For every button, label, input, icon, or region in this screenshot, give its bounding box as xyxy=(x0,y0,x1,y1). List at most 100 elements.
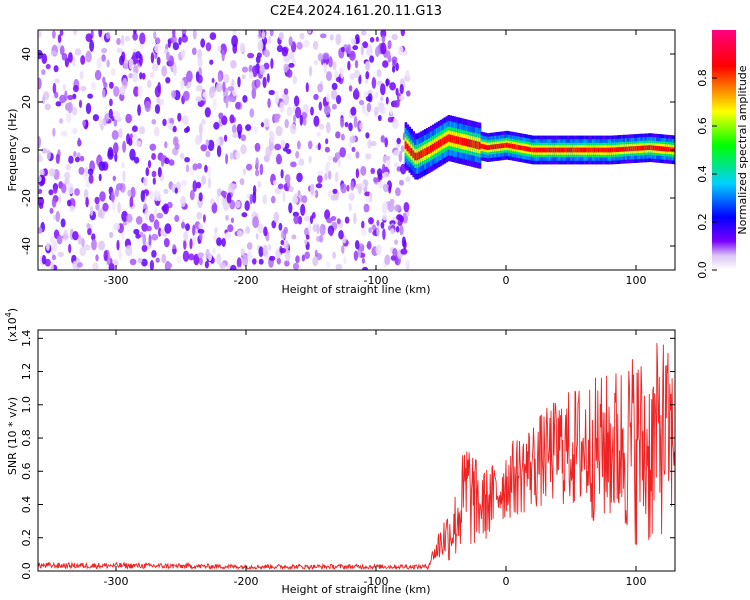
noise-blob xyxy=(242,254,249,267)
noise-blob xyxy=(154,207,158,216)
signal-cell xyxy=(486,145,490,150)
noise-blob xyxy=(216,253,222,265)
noise-blob xyxy=(299,114,303,126)
noise-blob xyxy=(200,38,206,48)
noise-blob xyxy=(164,157,170,165)
noise-blob xyxy=(91,233,96,241)
signal-cell xyxy=(430,145,433,153)
noise-blob xyxy=(126,213,133,223)
noise-blob xyxy=(312,256,319,267)
noise-blob xyxy=(153,191,157,198)
noise-blob xyxy=(102,76,106,84)
noise-blob xyxy=(192,224,196,236)
noise-blob xyxy=(83,172,90,181)
noise-blob xyxy=(334,152,341,160)
noise-blob xyxy=(303,39,310,48)
noise-blob xyxy=(248,71,254,80)
signal-cell xyxy=(410,148,413,156)
noise-blob xyxy=(399,83,404,95)
signal-cell xyxy=(543,147,546,153)
noise-blob xyxy=(184,157,191,163)
noise-blob xyxy=(213,121,220,130)
noise-blob xyxy=(210,198,215,205)
noise-blob xyxy=(83,188,89,200)
noise-blob xyxy=(350,106,357,116)
noise-blob xyxy=(95,203,100,211)
noise-blob xyxy=(325,138,329,145)
noise-blob xyxy=(129,148,136,161)
signal-cell xyxy=(595,147,599,153)
noise-blob xyxy=(334,171,339,183)
noise-blob xyxy=(38,30,42,38)
signal-cell xyxy=(548,147,552,153)
spectrogram-y-tick-label: -20 xyxy=(20,189,33,207)
signal-cell xyxy=(531,147,534,153)
noise-blob xyxy=(133,228,140,235)
noise-blob xyxy=(338,230,344,240)
noise-blob xyxy=(403,202,410,213)
noise-blob xyxy=(204,164,208,173)
signal-cell xyxy=(513,144,517,149)
noise-blob xyxy=(45,63,51,70)
noise-blob xyxy=(215,137,221,149)
noise-blob xyxy=(360,30,367,36)
signal-cell xyxy=(550,147,554,153)
noise-blob xyxy=(79,246,86,257)
noise-blob xyxy=(329,34,334,41)
noise-blob xyxy=(276,153,282,165)
signal-cell xyxy=(422,149,425,158)
signal-cell xyxy=(406,143,410,152)
colorbar-gradient xyxy=(712,30,736,270)
noise-blob xyxy=(116,239,120,251)
noise-blob xyxy=(229,264,237,270)
noise-blob xyxy=(318,123,325,130)
signal-cell xyxy=(447,134,451,142)
noise-blob xyxy=(381,202,388,214)
noise-blob xyxy=(171,35,177,45)
noise-blob xyxy=(65,163,72,171)
noise-blob xyxy=(355,151,360,159)
noise-blob xyxy=(106,59,110,68)
noise-blob xyxy=(151,63,159,72)
noise-blob xyxy=(55,153,60,164)
noise-blob xyxy=(357,184,362,195)
noise-blob xyxy=(197,252,204,258)
noise-blob xyxy=(405,176,411,183)
noise-blob xyxy=(183,231,189,242)
noise-blob xyxy=(256,52,262,59)
signal-cell xyxy=(624,146,628,152)
colorbar: 0.0 0.2 0.4 0.6 0.8 Normalized spectral ampl… xyxy=(696,30,749,279)
noise-blob xyxy=(376,219,380,227)
noise-blob xyxy=(339,147,347,158)
noise-blob xyxy=(215,82,223,93)
noise-blob xyxy=(161,65,168,77)
noise-blob xyxy=(391,33,398,41)
noise-blob xyxy=(177,112,182,122)
noise-blob xyxy=(48,168,56,177)
snr-y-tick-label: 0.2 xyxy=(20,529,33,547)
noise-blob xyxy=(129,196,134,208)
signal-cell xyxy=(554,147,558,153)
spectrogram-cells xyxy=(38,30,675,270)
signal-cell xyxy=(662,146,665,152)
noise-blob xyxy=(263,117,270,128)
noise-blob xyxy=(249,108,255,118)
noise-blob xyxy=(181,221,186,229)
noise-blob xyxy=(88,174,94,184)
noise-blob xyxy=(354,240,360,250)
noise-blob xyxy=(324,146,330,153)
noise-blob xyxy=(72,56,76,67)
noise-blob xyxy=(164,223,172,234)
noise-blob xyxy=(145,167,150,177)
noise-blob xyxy=(280,139,286,149)
signal-cell xyxy=(529,147,532,152)
signal-cell xyxy=(665,146,669,152)
noise-blob xyxy=(268,89,275,96)
noise-blob xyxy=(103,250,108,262)
noise-blob xyxy=(137,257,143,264)
snr-y-tick-label: 1.0 xyxy=(20,396,33,414)
signal-cell xyxy=(449,134,452,143)
noise-blob xyxy=(91,239,97,251)
noise-blob xyxy=(154,85,161,98)
noise-blob xyxy=(182,90,190,101)
